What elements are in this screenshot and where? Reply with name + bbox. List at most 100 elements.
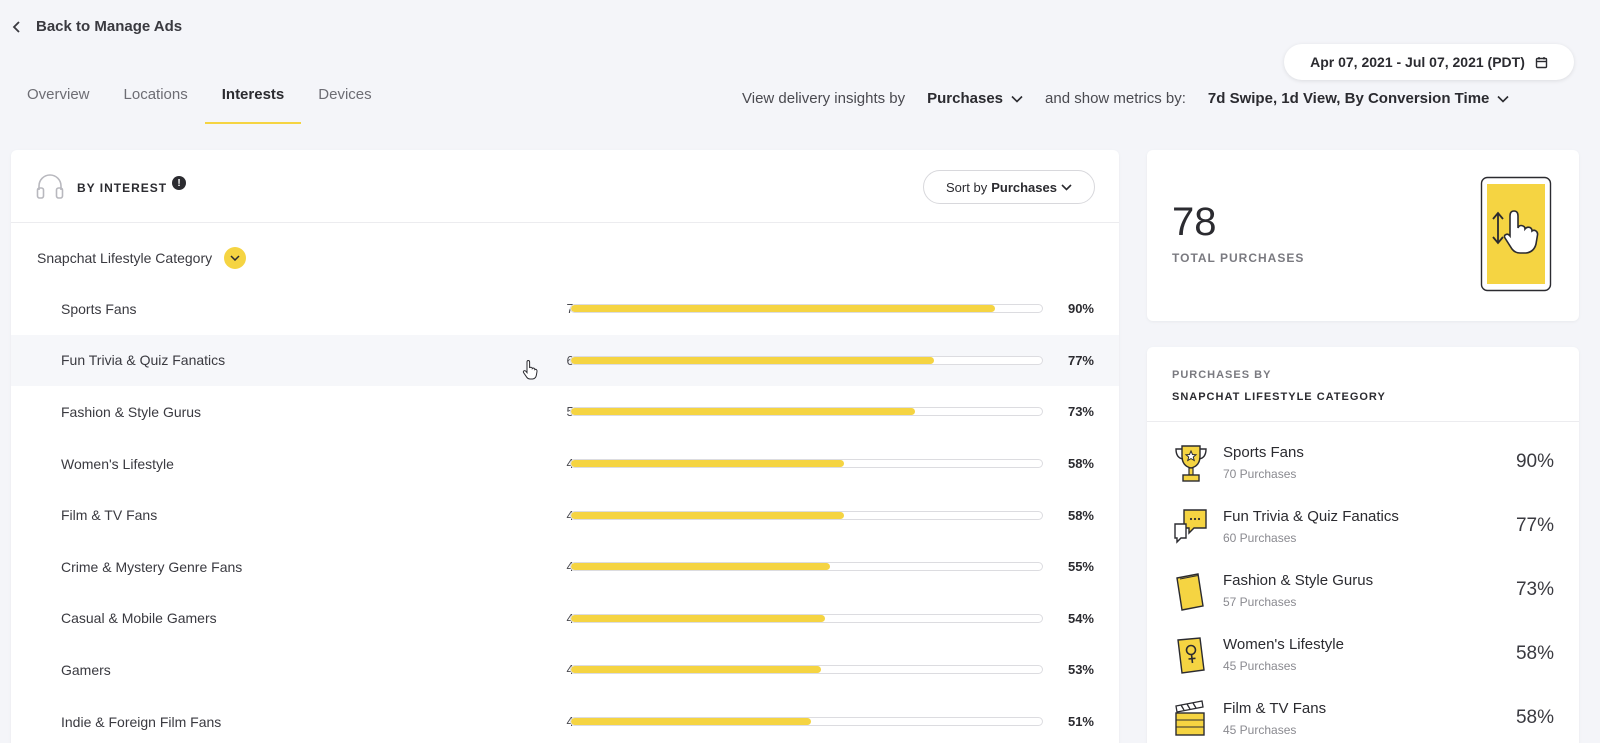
tab-devices[interactable]: Devices xyxy=(301,86,388,124)
item-percent: 73% xyxy=(1515,579,1554,600)
tab-interests[interactable]: Interests xyxy=(204,86,302,124)
category-group-header: Snapchat Lifestyle Category xyxy=(37,247,247,269)
item-count: 57 Purchases xyxy=(1223,595,1297,609)
list-item: Fun Trivia & Quiz Fanatics 60 Purchases … xyxy=(1147,500,1579,564)
clapperboard-icon xyxy=(1175,700,1205,736)
progress-bar-track xyxy=(570,459,1043,469)
item-count: 60 Purchases xyxy=(1223,531,1297,545)
interest-percent: 90% xyxy=(1067,301,1094,317)
purchases-by-title: PURCHASES BY xyxy=(1172,369,1272,381)
interest-name: Indie & Foreign Film Fans xyxy=(61,713,222,730)
table-row[interactable]: Sports Fans7090% xyxy=(11,283,1119,335)
info-icon[interactable]: ! xyxy=(172,176,186,190)
purchases-by-list: Sports Fans 70 Purchases 90% Fun Trivia … xyxy=(1147,422,1579,743)
interest-rows: Sports Fans7090%Fun Trivia & Quiz Fanati… xyxy=(11,283,1119,743)
by-interest-title: BY INTEREST xyxy=(77,181,168,195)
sort-by-dropdown[interactable]: Sort by Purchases xyxy=(923,170,1095,204)
purchases-by-header: PURCHASES BY SNAPCHAT LIFESTYLE CATEGORY xyxy=(1147,347,1579,422)
total-purchases-card: 78 TOTAL PURCHASES xyxy=(1147,150,1579,321)
table-row[interactable]: Crime & Mystery Genre Fans4355% xyxy=(11,541,1119,593)
interest-percent: 51% xyxy=(1067,714,1094,730)
item-name: Fashion & Style Gurus xyxy=(1223,572,1374,589)
back-label: Back to Manage Ads xyxy=(36,18,183,35)
progress-bar-fill xyxy=(571,666,821,674)
item-percent: 90% xyxy=(1515,451,1554,472)
back-to-manage-ads-link[interactable]: Back to Manage Ads xyxy=(12,18,182,35)
progress-bar-track xyxy=(570,613,1043,623)
insights-label: View delivery insights by xyxy=(742,90,906,107)
progress-bar-fill xyxy=(571,356,934,364)
item-percent: 58% xyxy=(1515,707,1554,728)
total-purchases-value: 78 xyxy=(1172,200,1217,244)
progress-bar-track xyxy=(570,717,1043,727)
interest-name: Fun Trivia & Quiz Fanatics xyxy=(61,352,226,369)
progress-bar-fill xyxy=(571,614,826,622)
chevron-left-icon xyxy=(12,20,20,33)
interest-percent: 54% xyxy=(1067,610,1094,626)
interest-name: Film & TV Fans xyxy=(61,507,158,524)
item-name: Film & TV Fans xyxy=(1223,700,1327,717)
progress-bar-track xyxy=(570,562,1043,572)
date-range-label: Apr 07, 2021 - Jul 07, 2021 (PDT) xyxy=(1310,54,1525,70)
tab-overview[interactable]: Overview xyxy=(10,86,107,124)
interest-name: Crime & Mystery Genre Fans xyxy=(61,558,243,575)
purchases-by-category-card: PURCHASES BY SNAPCHAT LIFESTYLE CATEGORY… xyxy=(1147,347,1579,743)
interest-name: Casual & Mobile Gamers xyxy=(61,610,217,627)
item-name: Sports Fans xyxy=(1223,444,1304,461)
progress-bar-fill xyxy=(571,511,845,519)
sort-prefix: Sort by xyxy=(946,179,988,195)
table-row[interactable]: Gamers4153% xyxy=(11,644,1119,696)
table-row[interactable]: Fashion & Style Gurus5773% xyxy=(11,386,1119,438)
list-item: Fashion & Style Gurus 57 Purchases 73% xyxy=(1147,564,1579,628)
table-row[interactable]: Fun Trivia & Quiz Fanatics6077% xyxy=(11,334,1119,387)
tab-label: Devices xyxy=(318,86,372,103)
calendar-icon xyxy=(1535,56,1548,68)
interest-percent: 73% xyxy=(1067,404,1094,420)
headphones-icon xyxy=(36,174,64,199)
progress-bar-track xyxy=(570,355,1043,365)
trophy-icon xyxy=(1175,445,1207,482)
list-item: Sports Fans 70 Purchases 90% xyxy=(1147,436,1579,500)
category-label: Snapchat Lifestyle Category xyxy=(37,250,213,266)
interest-percent: 53% xyxy=(1067,662,1094,678)
tab-label: Overview xyxy=(27,86,90,103)
progress-bar-track xyxy=(570,407,1043,417)
item-count: 45 Purchases xyxy=(1223,659,1297,673)
table-row[interactable]: Indie & Foreign Film Fans4051% xyxy=(11,696,1119,743)
by-interest-header: BY INTEREST ! Sort by Purchases xyxy=(11,150,1119,223)
item-percent: 77% xyxy=(1515,515,1554,536)
tab-locations[interactable]: Locations xyxy=(107,86,205,124)
progress-bar-fill xyxy=(571,460,845,468)
metrics-label: and show metrics by: xyxy=(1045,90,1186,107)
item-count: 70 Purchases xyxy=(1223,467,1297,481)
interest-name: Gamers xyxy=(61,661,111,678)
date-range-picker[interactable]: Apr 07, 2021 - Jul 07, 2021 (PDT) xyxy=(1284,44,1574,80)
sort-value: Purchases xyxy=(991,179,1057,195)
insights-controls: View delivery insights by Purchases and … xyxy=(742,90,1509,107)
interest-percent: 77% xyxy=(1067,352,1094,368)
purchases-by-subtitle: SNAPCHAT LIFESTYLE CATEGORY xyxy=(1172,391,1386,403)
table-row[interactable]: Film & TV Fans4558% xyxy=(11,489,1119,541)
table-row[interactable]: Women's Lifestyle4558% xyxy=(11,438,1119,490)
item-count: 45 Purchases xyxy=(1223,723,1297,737)
tab-bar: Overview Locations Interests Devices xyxy=(10,86,389,124)
category-collapse-toggle[interactable] xyxy=(224,247,247,269)
table-row[interactable]: Casual & Mobile Gamers4254% xyxy=(11,593,1119,645)
window-value: 7d Swipe, 1d View, By Conversion Time xyxy=(1207,90,1490,107)
item-percent: 58% xyxy=(1515,643,1554,664)
tab-label: Locations xyxy=(123,86,188,103)
insights-metric-dropdown[interactable]: Purchases xyxy=(927,90,1023,107)
chat-bubbles-icon xyxy=(1174,509,1207,544)
progress-bar-fill xyxy=(571,408,915,416)
phone-swipe-icon xyxy=(1480,176,1552,292)
chevron-down-icon xyxy=(1497,95,1509,103)
interest-name: Sports Fans xyxy=(61,300,137,317)
progress-bar-track xyxy=(570,304,1043,314)
interest-name: Fashion & Style Gurus xyxy=(61,403,202,420)
attribution-window-dropdown[interactable]: 7d Swipe, 1d View, By Conversion Time xyxy=(1208,90,1509,107)
by-interest-card: BY INTEREST ! Sort by Purchases Snapchat… xyxy=(11,150,1119,743)
total-purchases-label: TOTAL PURCHASES xyxy=(1172,251,1305,265)
chevron-down-icon xyxy=(1011,95,1023,103)
hand-cursor-icon xyxy=(522,360,538,380)
interest-percent: 55% xyxy=(1067,559,1094,575)
